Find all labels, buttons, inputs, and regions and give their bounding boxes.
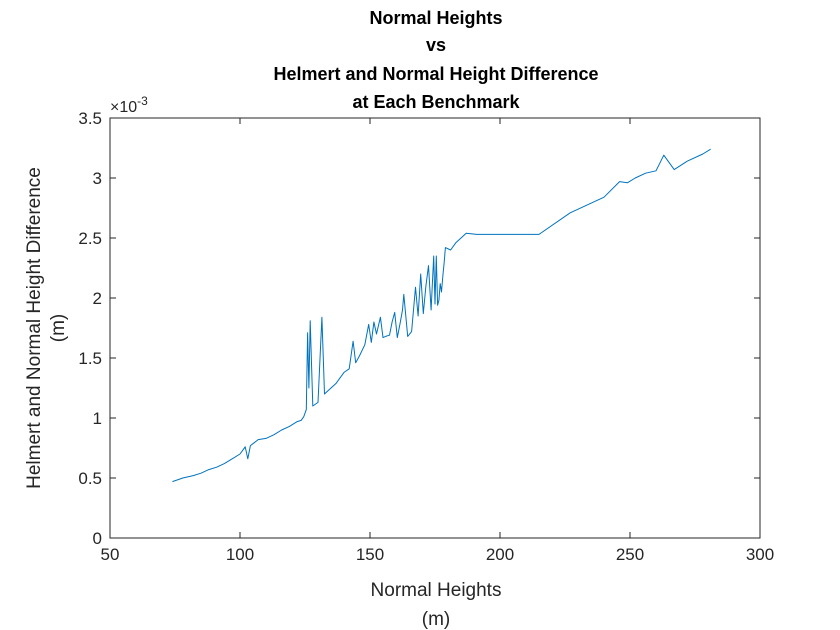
series-line — [172, 148, 711, 483]
series-group — [172, 148, 711, 483]
y-tick-label: 2 — [93, 289, 102, 308]
y-tick-label: 3 — [93, 169, 102, 188]
y-tick-label: 0 — [93, 529, 102, 548]
x-axis-label: Normal Heights (m) — [371, 580, 502, 630]
x-tick-label: 100 — [226, 545, 254, 564]
y-axis-label-line-1: Helmert and Normal Height Difference — [24, 167, 45, 489]
x-tick-label: 200 — [486, 545, 514, 564]
x-tick-label: 250 — [616, 545, 644, 564]
y-exponent-base: ×10 — [110, 99, 137, 116]
y-tick-label: 1 — [93, 409, 102, 428]
y-exponent: ×10-3 — [110, 94, 148, 116]
y-exponent-power: -3 — [137, 94, 148, 108]
chart-title: Normal Heights vs Helmert and Normal Hei… — [273, 8, 598, 112]
y-axis-label-line-2: (m) — [48, 314, 69, 342]
chart-title-line-2: vs — [426, 35, 446, 55]
chart-title-line-1: Normal Heights — [369, 8, 502, 28]
y-tick-label: 3.5 — [78, 109, 102, 128]
x-tick-label: 150 — [356, 545, 384, 564]
x-tick-label: 50 — [101, 545, 120, 564]
chart-title-line-3: Helmert and Normal Height Difference — [273, 64, 598, 84]
y-axis-ticks: 0 0.5 1 1.5 2 2.5 3 3.5 — [78, 109, 760, 548]
y-tick-label: 2.5 — [78, 229, 102, 248]
y-tick-label: 1.5 — [78, 349, 102, 368]
x-axis-ticks: 50 100 150 200 250 300 — [101, 118, 774, 564]
x-tick-label: 300 — [746, 545, 774, 564]
y-axis-label: Helmert and Normal Height Difference (m) — [24, 167, 69, 489]
chart-title-line-4: at Each Benchmark — [352, 92, 520, 112]
x-axis-label-line-2: (m) — [422, 609, 450, 630]
plot-area — [109, 117, 761, 539]
y-tick-label: 0.5 — [78, 469, 102, 488]
x-axis-label-line-1: Normal Heights — [371, 580, 502, 601]
